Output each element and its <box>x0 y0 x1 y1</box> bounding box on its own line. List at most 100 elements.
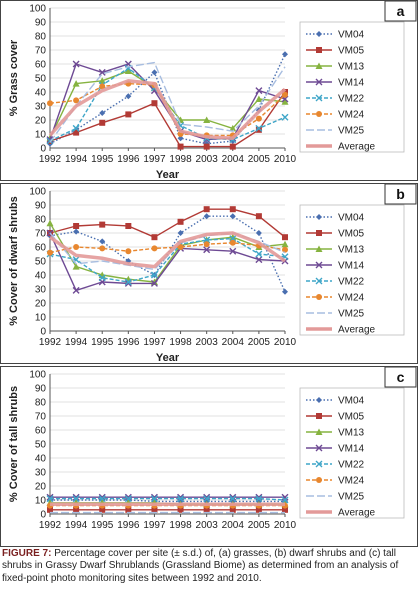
legend-label: VM05 <box>338 46 365 57</box>
data-point <box>98 68 106 76</box>
data-point <box>229 213 236 220</box>
legend-item: VM24 <box>306 293 365 304</box>
data-point <box>99 221 106 228</box>
series-average <box>48 79 287 140</box>
legend-item: VM22 <box>306 460 365 471</box>
legend-marker <box>315 460 323 468</box>
y-tick-label: 0 <box>40 510 46 521</box>
y-tick-label: 80 <box>35 398 47 409</box>
x-tick-label: 2004 <box>222 337 245 348</box>
data-point <box>229 239 236 246</box>
chart-panel-b: 0 10 20 30 40 50 60 70 80 90 100 1992 1994 1995 1996 19… <box>0 183 418 364</box>
data-point <box>47 506 53 513</box>
series-line <box>48 231 287 269</box>
data-point <box>229 495 237 503</box>
data-point <box>255 126 262 133</box>
data-point <box>72 80 80 87</box>
legend-label: VM04 <box>338 213 365 224</box>
legend-item: Average <box>306 142 376 153</box>
x-tick-label: 1998 <box>169 337 192 348</box>
series-vm25 <box>49 61 286 143</box>
series-line <box>49 61 286 143</box>
legend-item: VM24 <box>306 476 365 487</box>
y-tick-label: 70 <box>35 229 47 240</box>
y-tick-label: 80 <box>35 215 47 226</box>
legend-marker <box>315 62 323 69</box>
panel-label: a <box>397 3 405 19</box>
legend-item: VM14 <box>306 78 365 89</box>
data-point <box>99 83 106 90</box>
data-point <box>255 250 263 258</box>
data-point <box>177 135 184 142</box>
series-average <box>48 231 287 269</box>
legend-label: VM14 <box>338 261 365 272</box>
x-tick-label: 1996 <box>117 520 140 531</box>
data-point <box>124 278 132 286</box>
legend-item: VM25 <box>306 492 365 503</box>
series-line <box>49 67 286 142</box>
data-point <box>255 230 262 236</box>
legend-marker <box>316 477 322 483</box>
legend-label: VM22 <box>338 460 365 471</box>
legend-label: VM25 <box>338 492 365 503</box>
data-point <box>282 51 288 58</box>
legend-marker <box>315 78 323 86</box>
chart-panel-c: 0 10 20 30 40 50 60 70 80 90 100 1992 1994 1995 1996 19… <box>0 366 418 547</box>
y-tick-label: 60 <box>35 60 47 71</box>
y-tick-label: 40 <box>35 271 47 282</box>
data-point <box>99 245 106 252</box>
legend-marker <box>315 94 323 102</box>
legend-label: VM25 <box>338 309 365 320</box>
legend-item: VM22 <box>306 277 365 288</box>
y-tick-label: 100 <box>29 4 46 15</box>
x-tick-label: 2010 <box>274 337 297 348</box>
legend-item: VM05 <box>306 229 365 240</box>
x-axis-title: Year <box>156 169 180 181</box>
x-tick-label: 1994 <box>65 337 88 348</box>
y-axis-title: % Cover of tall shrubs <box>8 386 20 502</box>
data-point <box>125 223 132 229</box>
data-point <box>255 213 262 220</box>
y-tick-label: 30 <box>35 102 47 113</box>
data-point <box>255 256 263 264</box>
data-point <box>229 506 236 513</box>
y-tick-label: 40 <box>35 454 47 465</box>
legend-label: VM25 <box>338 126 365 137</box>
caption-text: Percentage cover per site (± s.d.) of, (… <box>2 548 399 584</box>
data-point <box>255 495 263 503</box>
y-tick-label: 50 <box>35 257 47 268</box>
series-vm05 <box>47 206 288 241</box>
legend-item: Average <box>306 325 376 336</box>
data-point <box>177 143 184 150</box>
legend-marker <box>316 230 322 236</box>
data-point <box>203 116 211 123</box>
series-line <box>49 242 286 254</box>
data-point <box>73 97 80 104</box>
x-tick-label: 1994 <box>65 520 88 531</box>
data-point <box>72 263 80 270</box>
data-point <box>73 244 80 250</box>
legend-item: VM25 <box>306 309 365 320</box>
legend-label: VM05 <box>338 412 365 423</box>
x-tick-label: 1998 <box>169 520 192 531</box>
legend-item: VM22 <box>306 94 365 105</box>
data-point <box>177 218 184 225</box>
data-point <box>99 506 106 513</box>
data-point <box>229 143 236 150</box>
legend-item: Average <box>306 508 376 519</box>
data-point <box>150 495 158 503</box>
data-point <box>255 87 263 95</box>
x-tick-label: 1995 <box>91 520 114 531</box>
legend-item: VM25 <box>306 126 365 137</box>
y-tick-label: 50 <box>35 440 47 451</box>
legend-item: VM05 <box>306 412 365 423</box>
y-tick-label: 90 <box>35 384 47 395</box>
legend-marker <box>316 31 322 37</box>
series-line <box>49 91 286 148</box>
figure-caption: FIGURE 7: Percentage cover per site (± s… <box>2 548 416 585</box>
legend-label: VM14 <box>338 78 365 89</box>
legend-item: VM04 <box>306 396 365 407</box>
